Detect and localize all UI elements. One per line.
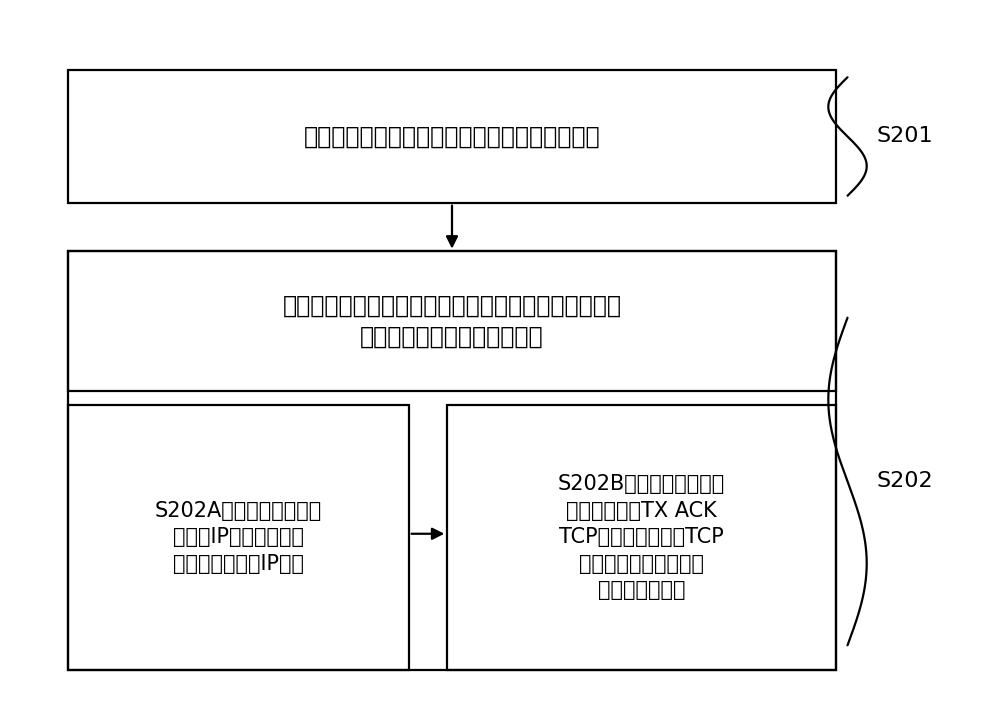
Text: S202A判断测速数据包中
的目的IP是否与目标五
元组信息的目标IP相同: S202A判断测速数据包中 的目的IP是否与目标五 元组信息的目标IP相同 [155,501,322,574]
Text: S202B若均相同，则该数
据包中报文为TX ACK
TCP报文，设置后续TCP
报文交互均不再走协议
栈而由网卡处理: S202B若均相同，则该数 据包中报文为TX ACK TCP报文，设置后续TCP… [558,474,725,600]
Bar [68,70,836,203]
Bar [68,405,409,669]
Text: S201: S201 [876,126,933,147]
Text: S202: S202 [876,471,933,492]
Bar [447,405,836,669]
Bar [68,251,836,669]
Text: 内核态从应用态接收测速数据包以及五元组信息: 内核态从应用态接收测速数据包以及五元组信息 [304,124,600,149]
Bar [68,251,836,391]
Text: 内核态学习所述五元组信息，并配置根据五元组信息，
后续的测速数据包由网卡接收: 内核态学习所述五元组信息，并配置根据五元组信息， 后续的测速数据包由网卡接收 [283,293,622,349]
